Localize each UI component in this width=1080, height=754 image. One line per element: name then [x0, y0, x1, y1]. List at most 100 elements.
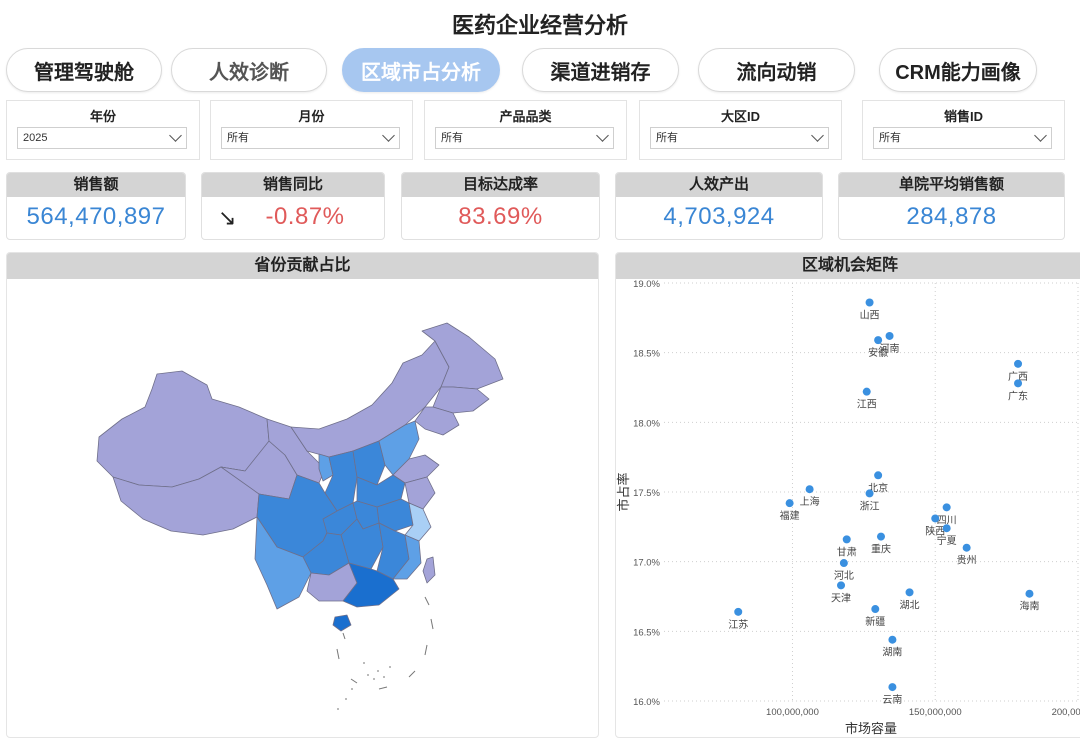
- product-category-select[interactable]: 所有: [435, 127, 614, 149]
- point-label: 贵州: [957, 554, 977, 567]
- map-region-guangdong: [342, 562, 400, 608]
- filter-region-id-label: 大区ID: [720, 109, 760, 124]
- page-title: 医药企业经营分析: [451, 13, 628, 38]
- point-label: 上海: [800, 495, 820, 508]
- y-axis-ticks: 16.0% 16.5% 17.0% 17.5% 18.0% 18.5% 19.0%: [633, 279, 660, 708]
- tab-flow-sales[interactable]: 流向动销: [698, 48, 855, 92]
- point-label: 安徽: [868, 346, 888, 359]
- kpi-target-achievement: 目标达成率 83.69%: [401, 172, 600, 240]
- sales-id-select-value: 所有: [879, 132, 901, 144]
- scatter-point[interactable]: [871, 605, 880, 614]
- x-tick-label: 200,000,000: [1052, 707, 1080, 718]
- filter-product-category: 产品品类 所有: [424, 100, 627, 160]
- point-label: 山西: [860, 310, 880, 322]
- china-choropleth-map: [96, 322, 504, 710]
- point-label: 甘肃: [837, 545, 857, 558]
- scatter-point[interactable]: [839, 559, 848, 568]
- product-category-select-value: 所有: [441, 132, 463, 144]
- y-tick-label: 17.0%: [633, 558, 660, 569]
- y-tick-label: 16.5%: [633, 627, 660, 638]
- point-label: 北京: [868, 481, 888, 494]
- x-tick-label: 150,000,000: [909, 707, 962, 718]
- kpi-sales-yoy: 销售同比 ↘ -0.87%: [201, 172, 385, 240]
- point-label: 江西: [857, 399, 877, 411]
- scatter-point[interactable]: [962, 543, 971, 552]
- point-label: 广东: [1008, 389, 1028, 402]
- scatter-point[interactable]: [874, 336, 883, 345]
- map-region-inner-mongolia: [290, 340, 450, 458]
- x-axis-label: 市场容量: [845, 721, 897, 736]
- scatter-grid: [664, 282, 1079, 702]
- scatter-point[interactable]: [905, 588, 914, 597]
- point-label: 河北: [834, 570, 854, 582]
- scatter-point[interactable]: [942, 524, 951, 533]
- scatter-point[interactable]: [1014, 359, 1023, 368]
- point-label: 湖南: [882, 646, 902, 659]
- scatter-point[interactable]: [888, 683, 897, 692]
- kpi-sales-amount-value: 564,470,897: [26, 203, 166, 230]
- map-region-yunnan: [254, 516, 312, 610]
- kpi-avg-hospital-sales-value: 284,878: [906, 203, 997, 230]
- sales-id-select[interactable]: 所有: [873, 127, 1052, 149]
- region-id-select[interactable]: 所有: [650, 127, 829, 149]
- scatter-point[interactable]: [876, 532, 885, 541]
- kpi-target-achievement-label: 目标达成率: [402, 173, 599, 197]
- scatter-point[interactable]: [865, 489, 874, 498]
- scatter-point[interactable]: [805, 485, 814, 494]
- year-select-value: 2025: [23, 132, 48, 144]
- month-select[interactable]: 所有: [221, 127, 400, 149]
- point-label: 新疆: [865, 615, 885, 628]
- y-tick-label: 18.5%: [633, 349, 660, 360]
- year-select[interactable]: 2025: [17, 127, 187, 149]
- scatter-point[interactable]: [1025, 589, 1034, 598]
- map-region-xinjiang: [96, 370, 270, 488]
- tab-channel-inventory[interactable]: 渠道进销存: [522, 48, 679, 92]
- kpi-avg-hospital-sales: 单院平均销售额 284,878: [838, 172, 1065, 240]
- point-label: 重庆: [871, 543, 891, 556]
- kpi-sales-amount: 销售额 564,470,897: [6, 172, 186, 240]
- scatter-point[interactable]: [942, 503, 951, 512]
- province-contribution-title: 省份贡献占比: [7, 253, 598, 279]
- tab-management-cockpit[interactable]: 管理驾驶舱: [6, 48, 162, 92]
- point-label: 江苏: [728, 618, 748, 631]
- scatter-point[interactable]: [785, 499, 794, 508]
- scatter-point[interactable]: [842, 535, 851, 544]
- kpi-sales-amount-label: 销售额: [7, 173, 185, 197]
- regional-opportunity-scatter: 16.0% 16.5% 17.0% 17.5% 18.0% 18.5% 19.0% 100,…: [616, 279, 1080, 736]
- chevron-down-icon: [382, 129, 395, 142]
- kpi-per-capita-output-value: 4,703,924: [663, 203, 775, 230]
- scatter-point[interactable]: [931, 514, 940, 523]
- point-label: 四川: [937, 515, 957, 526]
- scatter-point[interactable]: [874, 471, 883, 480]
- month-select-value: 所有: [227, 132, 249, 144]
- chevron-down-icon: [811, 129, 824, 142]
- point-label: 天津: [831, 592, 851, 604]
- map-region-liaoning: [414, 406, 460, 436]
- map-region-jiangsu: [404, 476, 436, 510]
- scatter-point[interactable]: [837, 581, 846, 590]
- map-region-shanxi: [352, 440, 386, 486]
- regional-opportunity-title: 区域机会矩阵: [616, 253, 1080, 279]
- point-label: 海南: [1019, 600, 1039, 613]
- kpi-sales-yoy-value: -0.87%: [265, 203, 345, 230]
- map-region-taiwan: [422, 556, 436, 584]
- point-label: 河南: [880, 342, 900, 355]
- province-contribution-panel: 省份贡献占比: [6, 252, 599, 738]
- point-label: 云南: [882, 693, 902, 706]
- tab-crm-profile[interactable]: CRM能力画像: [879, 48, 1037, 92]
- filter-sales-id: 销售ID 所有: [862, 100, 1065, 160]
- regional-opportunity-panel: 区域机会矩阵 16.0% 16.5% 17.0% 17.5% 18.0% 18.5% 19.…: [615, 252, 1080, 738]
- scatter-point[interactable]: [865, 298, 874, 307]
- point-label: 浙江: [860, 500, 880, 512]
- kpi-avg-hospital-sales-label: 单院平均销售额: [839, 173, 1064, 197]
- scatter-point[interactable]: [1014, 379, 1023, 388]
- scatter-point[interactable]: [885, 331, 894, 340]
- scatter-point[interactable]: [888, 635, 897, 644]
- y-tick-label: 18.0%: [633, 418, 660, 429]
- scatter-point[interactable]: [862, 387, 871, 396]
- tab-efficiency-diagnosis[interactable]: 人效诊断: [171, 48, 327, 92]
- scatter-point[interactable]: [734, 607, 743, 616]
- tab-regional-share-analysis[interactable]: 区域市占分析: [342, 48, 500, 92]
- filter-product-category-label: 产品品类: [499, 109, 552, 124]
